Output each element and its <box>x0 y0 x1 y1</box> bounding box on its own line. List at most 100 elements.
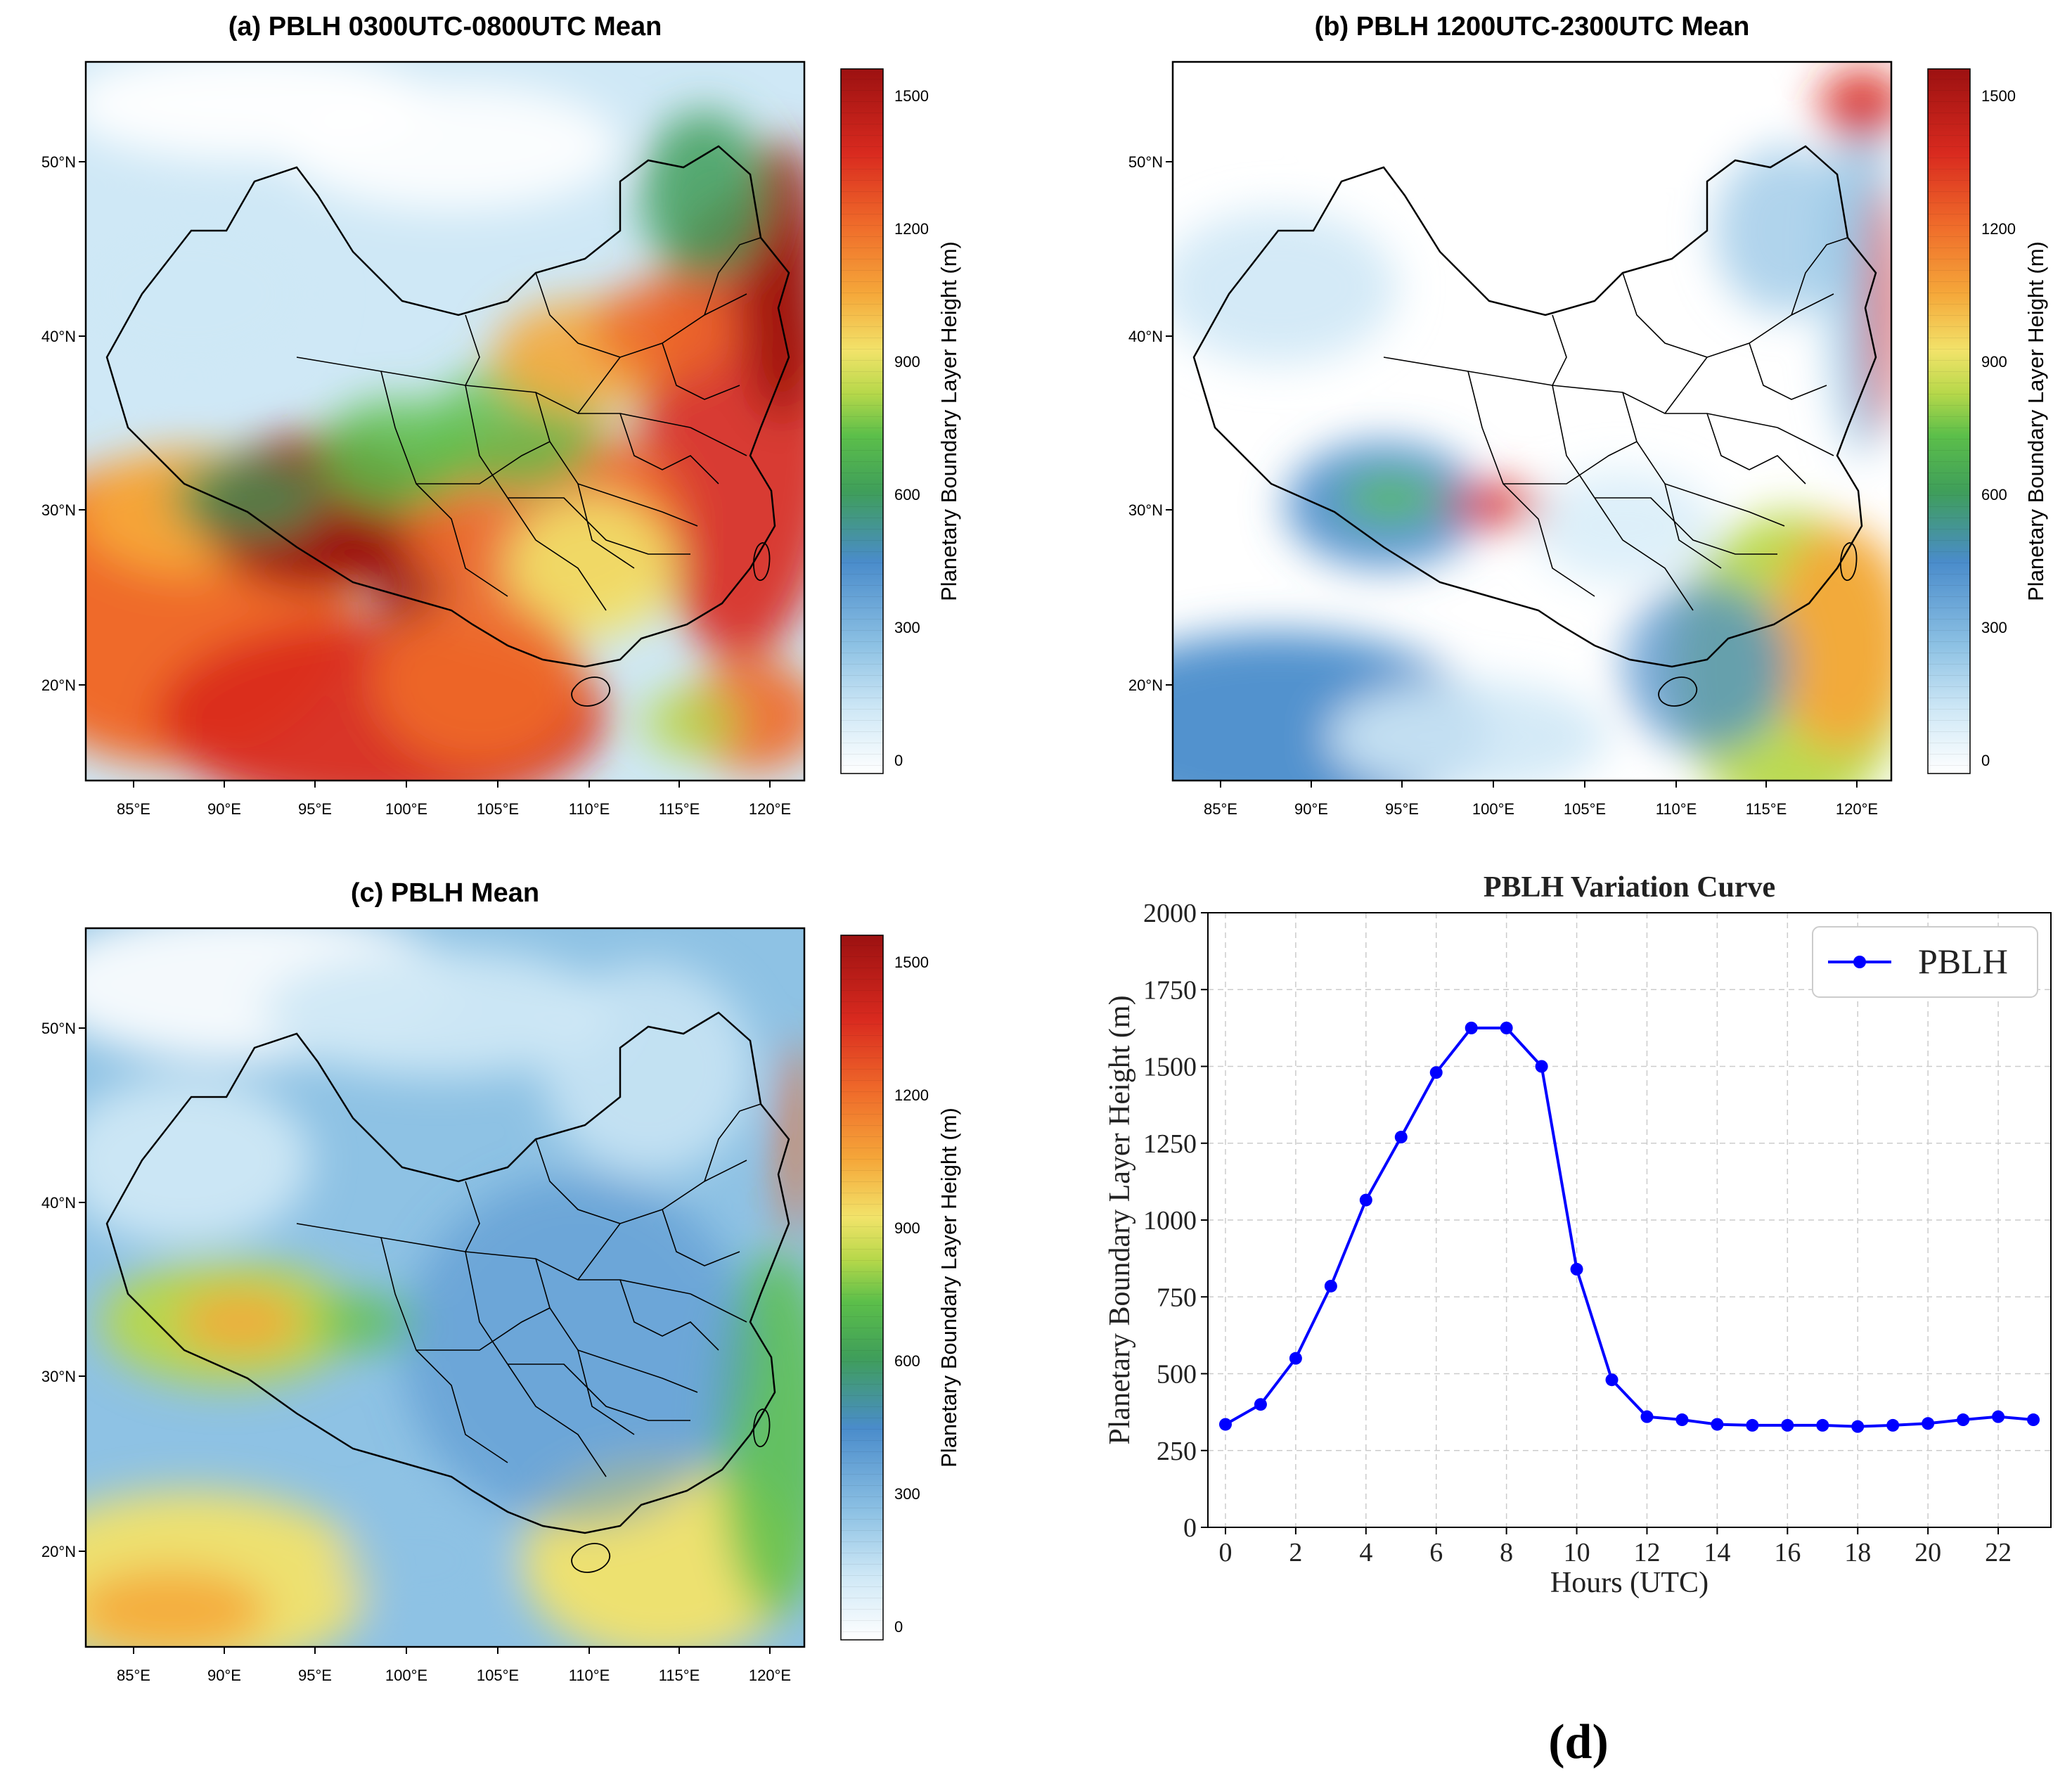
x-tick-label: 20 <box>1915 1538 1941 1567</box>
grid-lines <box>1208 912 2051 1528</box>
pblh-data-point <box>1570 1262 1583 1276</box>
field-region <box>86 1568 269 1647</box>
colorbar-tick-label: 900 <box>894 353 920 371</box>
line-chart: PBLH Variation Curve 0 250 500 750 1000 1250 15… <box>1104 871 2052 1599</box>
colorbar-tick-label: 600 <box>894 1352 920 1370</box>
panel-title: (a) PBLH 0300UTC-0800UTC Mean <box>229 12 662 41</box>
field-region <box>1341 477 1440 519</box>
pblh-data-point <box>1992 1410 2005 1423</box>
field-region <box>1327 681 1609 781</box>
field-region <box>1820 69 1891 139</box>
colorbar-tick-label: 300 <box>1981 619 2007 636</box>
field-region <box>318 1294 416 1350</box>
field-region <box>86 1076 311 1245</box>
pblh-data-point <box>1465 1021 1478 1034</box>
field-blobs <box>86 62 804 781</box>
lon-label: 90°E <box>1294 800 1328 818</box>
x-tick-label: 2 <box>1289 1538 1302 1567</box>
field-region <box>1869 181 1891 435</box>
field-region <box>374 596 585 765</box>
pblh-data-point <box>1781 1418 1794 1432</box>
field-region <box>283 83 620 210</box>
field-region <box>86 210 318 378</box>
lon-label: 100°E <box>1472 800 1514 818</box>
lat-label: 40°N <box>41 328 76 345</box>
lat-label: 50°N <box>1128 153 1163 171</box>
x-tick-label: 4 <box>1359 1538 1372 1567</box>
pblh-data-point <box>1851 1420 1865 1433</box>
plot-frame <box>1207 912 2052 1528</box>
lat-label: 20°N <box>41 1543 76 1560</box>
legend-label: PBLH <box>1918 942 2008 981</box>
lon-label: 95°E <box>1385 800 1419 818</box>
x-tick-label: 12 <box>1633 1538 1660 1567</box>
lon-label: 110°E <box>569 800 610 818</box>
y-tick-label: 2000 <box>1143 899 1197 928</box>
colorbar-tick-label: 1500 <box>894 954 929 971</box>
lon-label: 105°E <box>1564 800 1606 818</box>
y-tick-label: 0 <box>1183 1513 1197 1543</box>
pblh-data-point <box>1640 1410 1654 1423</box>
lon-label: 120°E <box>1836 800 1878 818</box>
colorbar-tick-label: 600 <box>1981 486 2007 503</box>
lon-label: 90°E <box>207 1667 241 1684</box>
lat-label: 50°N <box>41 153 76 171</box>
field-region <box>1313 62 1735 153</box>
map-frame <box>84 60 806 782</box>
pblh-data-point <box>1605 1373 1619 1387</box>
lon-label: 115°E <box>659 1667 700 1684</box>
lat-label: 30°N <box>41 1368 76 1385</box>
field-region <box>1173 210 1398 364</box>
pblh-data-point <box>1218 1418 1232 1431</box>
x-tick-label: 8 <box>1500 1538 1513 1567</box>
colorbar-frame <box>1927 68 1971 774</box>
lon-label: 85°E <box>117 800 150 818</box>
map-frame <box>1171 60 1893 782</box>
lon-label: 85°E <box>1204 800 1237 818</box>
lat-label: 30°N <box>1128 501 1163 519</box>
colorbar-tick-label: 1200 <box>1981 220 2016 238</box>
field-region <box>177 1290 304 1354</box>
colorbar-tick-label: 0 <box>894 1618 903 1636</box>
colorbar-tick-label: 0 <box>1981 752 1990 769</box>
lat-label: 50°N <box>41 1020 76 1037</box>
field-region <box>1531 470 1714 582</box>
lon-label: 110°E <box>569 1667 610 1684</box>
colorbar-tick-label: 600 <box>894 486 920 503</box>
chart-title: PBLH Variation Curve <box>1484 871 1775 904</box>
field-region <box>318 399 472 512</box>
colorbar-tick-label: 1500 <box>1981 87 2016 105</box>
panel-title: (b) PBLH 1200UTC-2300UTC Mean <box>1315 12 1750 41</box>
panel-title: (c) PBLH Mean <box>351 878 539 908</box>
field-region <box>782 1041 804 1238</box>
lat-label: 20°N <box>1128 676 1163 694</box>
field-region <box>592 280 733 378</box>
colorbar-frame <box>840 935 884 1641</box>
colorbar-levels <box>1928 69 1970 774</box>
y-tick-label: 250 <box>1157 1437 1197 1466</box>
pblh-data-point <box>1254 1398 1267 1411</box>
field-blobs <box>86 928 804 1647</box>
lon-label: 110°E <box>1656 800 1697 818</box>
pblh-data-point <box>1429 1066 1443 1079</box>
colorbar-label: Planetary Boundary Layer Height (m) <box>937 1108 961 1468</box>
lon-label: 95°E <box>298 800 332 818</box>
pblh-data-point <box>1746 1418 1759 1432</box>
pblh-field <box>86 928 804 1647</box>
field-region <box>1770 526 1891 751</box>
y-axis-label: Planetary Boundary Layer Height (m) <box>1104 995 1136 1444</box>
panel-d-label: (d) <box>1548 1715 1609 1769</box>
colorbar-tick-label: 900 <box>894 1219 920 1237</box>
field-region <box>543 963 754 1174</box>
x-tick-label: 16 <box>1774 1538 1801 1567</box>
legend: PBLH <box>1812 926 2038 998</box>
field-region <box>262 949 613 1076</box>
lon-label: 95°E <box>298 1667 332 1684</box>
x-tick-label: 0 <box>1218 1538 1232 1567</box>
field-region <box>641 688 740 758</box>
colorbar-levels <box>841 935 883 1640</box>
pblh-data-point <box>1957 1413 1970 1427</box>
field-region <box>641 111 768 280</box>
map-panel-b: (b) PBLH 1200UTC-2300UTC Mean 50°N 40°N 30°… <box>1128 12 2048 818</box>
